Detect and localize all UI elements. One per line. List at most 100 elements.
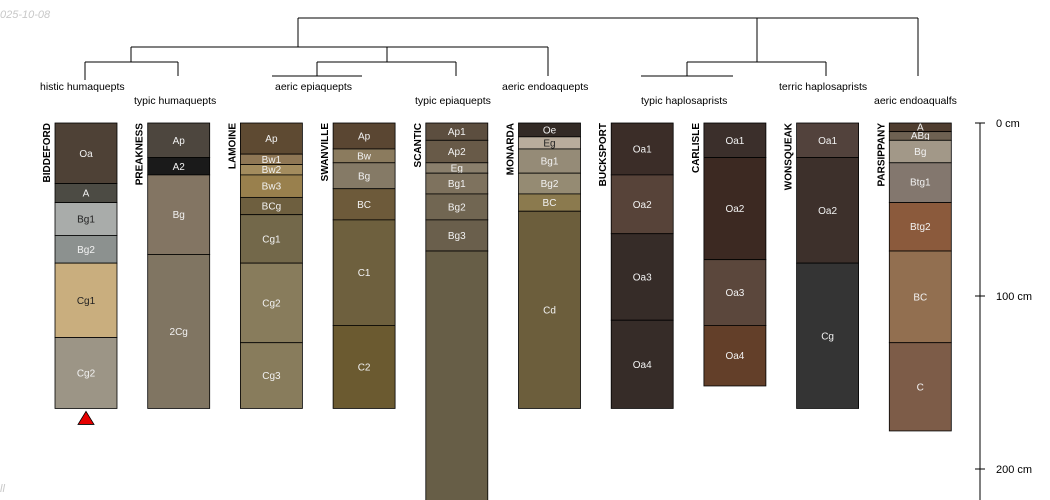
profile-name: PREAKNESS [135,123,146,186]
horizon-label: BCg [262,202,281,213]
profile-biddeford: Oa A Bg1 Bg2 Cg1 Cg2 BIDDEFORD [42,122,118,425]
horizon-label: Eg [543,138,555,149]
profile-wonsqueak: Oa1 Oa2 Cg WONSQUEAK [784,122,859,409]
horizon-label: Cg1 [77,296,96,307]
horizon-ap [147,122,211,158]
horizon-oa2 [796,157,859,264]
horizon-label: Oa [79,149,93,160]
horizon-label: Oa1 [633,144,652,155]
horizon-label: Bw2 [262,165,282,176]
dendrogram [84,17,919,80]
horizon-2cg [147,254,211,409]
profile-name: SCANTIC [413,123,424,167]
horizon-label: Bg1 [541,157,559,168]
horizon-cg [796,262,859,409]
horizon-bc [332,188,396,221]
profile-name: CARLISLE [691,123,702,173]
horizon-oa [54,122,118,184]
horizon-oa2 [703,157,767,261]
horizon-label: Oe [543,125,557,136]
horizon-label: Oa1 [818,136,837,147]
horizon-label: Bg2 [541,179,559,190]
horizon-bg2 [54,235,118,264]
horizon-label: Ap [173,136,186,147]
horizon-ap [332,122,396,150]
horizon-label: Oa2 [725,204,744,215]
horizon-label: C2 [358,362,371,373]
horizon-label: Bw1 [262,155,282,166]
profile-swanville: Ap Bw Bg BC C1 C2 SWANVILLE [320,122,396,409]
horizon-label: Eg [451,163,463,174]
horizon-cg1 [239,214,303,264]
red-triangle-marker [77,410,95,425]
horizon-label: ABg [911,131,930,142]
horizon-label: Btg2 [910,222,931,233]
depth-tick-label: 200 cm [996,464,1032,476]
horizon-label: Bg [173,210,185,221]
taxon-label: histic humaquepts [40,81,125,93]
horizon-label: Oa3 [633,272,652,283]
depth-tick-label: 100 cm [996,291,1032,303]
depth-tick-label: 0 cm [996,118,1020,130]
horizon-c [888,342,952,432]
corner-date: 025-10-08 [0,9,51,21]
taxon-label: aeric endoaqualfs [874,95,957,107]
horizon-label: BC [357,200,371,211]
horizon-label: Bg2 [448,202,466,213]
taxon-label: typic humaquepts [134,95,216,107]
horizon-label: A [917,122,924,133]
horizon-label: Bw [357,151,372,162]
horizon-oa4 [610,319,674,409]
horizon-label: Ap2 [448,147,466,158]
horizon-bg [332,162,396,190]
horizon-label: Bg1 [448,179,466,190]
horizon-label: Cg [821,331,834,342]
horizon-label: Oa4 [633,360,652,371]
profile-name: PARSIPPANY [876,123,887,187]
horizon-label: A2 [173,162,186,173]
profile-name: WONSQUEAK [784,122,795,190]
horizon-label: Oa2 [818,206,837,217]
horizon-c2 [332,325,396,409]
profile-name: SWANVILLE [320,123,331,182]
horizon-label: Oa2 [633,200,652,211]
horizon-label: A [83,189,90,200]
horizon-cg3 [239,342,303,409]
depth-axis: 0 cm 100 cm 200 cm [975,118,1032,500]
horizon-label: Oa3 [725,288,744,299]
horizon-label: Btg1 [910,178,931,189]
profile-name: BUCKSPORT [598,123,609,186]
taxon-label: typic haplosaprists [641,95,727,107]
horizon-label: Cd [543,305,556,316]
horizon-unnamed [425,250,489,500]
horizon-label: Cg3 [262,371,281,382]
horizon-label: Bg2 [77,245,95,256]
horizon-cd [518,210,581,409]
horizon-oa3 [610,233,674,321]
horizon-label: Ap [265,134,278,145]
horizon-oa1 [796,122,859,158]
profile-scantic: Ap1 Ap2 Eg Bg1 Bg2 Bg3 SCANTIC [413,122,489,500]
horizon-btg1 [888,162,952,203]
taxon-label: typic epiaquepts [415,95,491,107]
horizon-label: Ap [358,131,371,142]
horizon-oa1 [610,122,674,176]
horizon-label: Bw3 [262,182,282,193]
horizon-label: C1 [358,268,371,279]
profile-name: MONARDA [506,123,517,175]
horizon-cg2 [54,337,118,409]
corner-note: ll [0,483,5,495]
horizon-oa1 [703,122,767,158]
profile-monarda: Oe Eg Bg1 Bg2 BC Cd MONARDA [506,122,581,409]
horizon-label: Oa4 [725,351,744,362]
taxon-label: aeric epiaquepts [275,81,352,93]
horizon-btg2 [888,202,952,252]
horizon-label: Ap1 [448,127,466,138]
horizon-oa4 [703,325,767,387]
horizon-label: C [917,382,924,393]
horizon-label: Bg [358,171,370,182]
horizon-label: 2Cg [170,327,188,338]
